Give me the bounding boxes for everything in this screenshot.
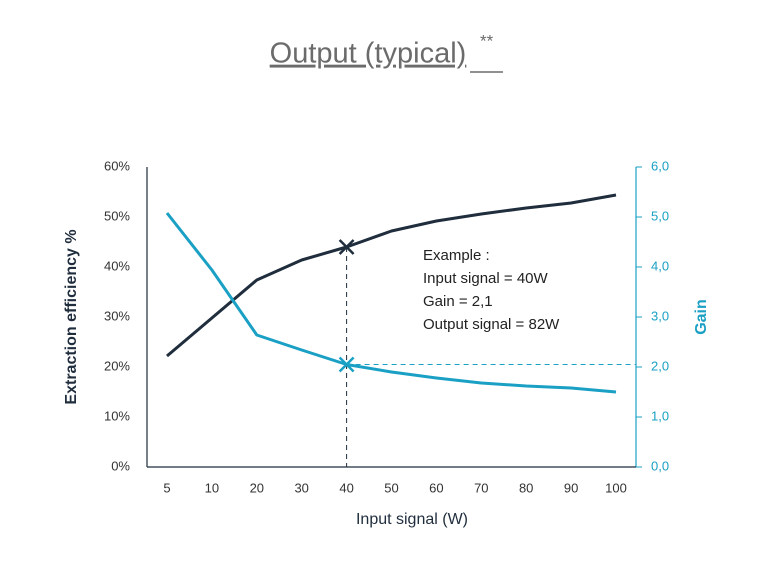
y-tick-label: 0% <box>111 458 130 473</box>
x-tick-label: 90 <box>564 480 578 495</box>
y2-tick-label: 0,0 <box>651 458 669 473</box>
y-tick-label: 50% <box>104 208 130 223</box>
y2-tick-label: 3,0 <box>651 308 669 323</box>
y2-axis-label: Gain <box>693 299 710 335</box>
series-line <box>166 193 617 358</box>
y2-tick-label: 5,0 <box>651 208 669 223</box>
y-tick-label: 20% <box>104 358 130 373</box>
x-tick-label: 10 <box>205 480 219 495</box>
y-tick-label: 40% <box>104 258 130 273</box>
x-tick-label: 5 <box>163 480 170 495</box>
chart-title: Output (typical) <box>270 38 467 70</box>
y2-tick-label: 1,0 <box>651 408 669 423</box>
x-tick-label: 100 <box>605 480 627 495</box>
annotation: Example : <box>423 247 490 264</box>
y2-tick-label: 2,0 <box>651 358 669 373</box>
y-axis-label: Extraction efficiency % <box>63 229 80 404</box>
annotation: Gain = 2,1 <box>423 293 493 310</box>
y2-tick-label: 4,0 <box>651 258 669 273</box>
series-line <box>165 212 617 394</box>
x-tick-label: 40 <box>339 480 353 495</box>
x-axis-label: Input signal (W) <box>356 511 468 528</box>
highlight-marker <box>338 356 355 373</box>
x-tick-label: 50 <box>384 480 398 495</box>
highlight-marker <box>338 239 355 255</box>
x-tick-label: 30 <box>294 480 308 495</box>
y-tick-label: 60% <box>104 158 130 173</box>
x-tick-label: 20 <box>250 480 264 495</box>
x-tick-label: 60 <box>429 480 443 495</box>
title-superscript: ** <box>480 31 494 50</box>
x-tick-label: 80 <box>519 480 533 495</box>
annotation: Output signal = 82W <box>423 316 560 333</box>
y-tick-label: 30% <box>104 308 130 323</box>
annotation: Input signal = 40W <box>423 270 549 287</box>
y-tick-label: 10% <box>104 408 130 423</box>
x-tick-label: 70 <box>474 480 488 495</box>
y2-tick-label: 6,0 <box>651 158 669 173</box>
